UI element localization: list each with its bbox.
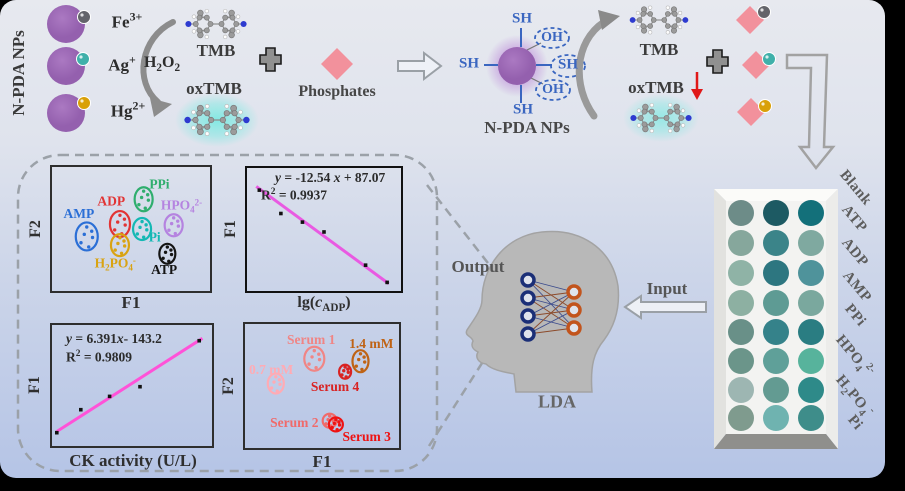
h2o2-label: H2O2 bbox=[143, 53, 181, 75]
plot1-xlabel: F1 bbox=[121, 293, 141, 312]
bent-arrow-icon bbox=[785, 53, 836, 171]
plot3-ylabel: F1 bbox=[26, 376, 43, 394]
np-circles bbox=[47, 5, 91, 132]
input-arrow-icon bbox=[623, 294, 707, 320]
curved-arrow-left bbox=[140, 19, 176, 117]
oh-bottom-label: OH bbox=[542, 82, 564, 97]
oh-top-label: OH bbox=[541, 30, 563, 45]
svg-text:Serum 4: Serum 4 bbox=[311, 379, 360, 394]
lda-head bbox=[465, 230, 620, 393]
center-np-label: N-PDA NPs bbox=[484, 118, 570, 137]
plot4-ylabel: F2 bbox=[220, 377, 237, 395]
decoration-layer bbox=[16, 5, 838, 473]
phosphates-label: Phosphates bbox=[298, 83, 376, 100]
tmb-molecule-2 bbox=[629, 5, 689, 35]
oxtmb2-label: oxTMB bbox=[628, 78, 684, 97]
adp-calibration-plot: y = -12.54 x + 87.07 R2 = 0.9937 bbox=[245, 166, 403, 293]
phosphate-ion-diamonds bbox=[736, 5, 776, 126]
ion-label-ag: Ag+ bbox=[108, 52, 136, 75]
tmb-label: TMB bbox=[196, 41, 236, 60]
plot2-equation: y = -12.54 x + 87.07 bbox=[275, 170, 386, 185]
svg-text:HPO42-: HPO42- bbox=[161, 197, 202, 214]
phosphate-diamond bbox=[321, 48, 353, 80]
plot3-r2: R2 = 0.9809 bbox=[66, 349, 133, 365]
ion-dots bbox=[76, 10, 91, 110]
plot2-xlabel: lg(cADP) bbox=[297, 293, 351, 315]
figure-panel: N-PDA NPs Fe3+ Ag+ Hg2+ H2O2 TMB oxTMB P… bbox=[0, 0, 885, 478]
plot3-xlabel: CK activity (U/L) bbox=[69, 451, 197, 470]
oxtmb-molecule bbox=[184, 104, 250, 136]
plate-wells bbox=[728, 200, 824, 431]
output-label: Output bbox=[451, 257, 505, 276]
svg-text:Serum 2: Serum 2 bbox=[270, 415, 319, 430]
ion-label-hg: Hg2+ bbox=[110, 98, 146, 121]
oxtmb-molecule-2 bbox=[630, 103, 692, 133]
svg-text:Pi: Pi bbox=[149, 230, 161, 245]
center-np bbox=[484, 27, 586, 103]
svg-text:H2PO4-: H2PO4- bbox=[95, 256, 136, 273]
svg-text:1.4 mM: 1.4 mM bbox=[349, 336, 393, 351]
tmb-molecule bbox=[185, 9, 247, 39]
arrow-right-icon bbox=[397, 50, 443, 82]
svg-text:Serum 3: Serum 3 bbox=[342, 429, 391, 444]
sh-top-label: SH bbox=[511, 10, 533, 27]
plot4-xlabel: F1 bbox=[312, 452, 332, 471]
sh-left-label: SH bbox=[458, 55, 480, 72]
curved-arrow-right bbox=[575, 10, 620, 120]
plot2-ylabel: F1 bbox=[222, 220, 239, 238]
svg-text:PPi: PPi bbox=[149, 176, 169, 191]
neural-network bbox=[520, 272, 582, 342]
ion-label-fe: Fe3+ bbox=[111, 9, 143, 32]
plot2-r2: R2 = 0.9937 bbox=[261, 187, 328, 203]
lda-phosphate-scatter-plot: AMP ADP PPi HPO42- Pi H2PO4- ATP bbox=[50, 165, 212, 293]
svg-text:Serum 1: Serum 1 bbox=[287, 332, 336, 347]
oxtmb-label: oxTMB bbox=[186, 79, 242, 98]
input-label: Input bbox=[646, 279, 688, 298]
svg-text:AMP: AMP bbox=[63, 206, 94, 221]
svg-text:0.7 mM: 0.7 mM bbox=[249, 362, 293, 377]
left-np-vertical-label: N-PDA NPs bbox=[9, 30, 28, 116]
svg-text:ADP: ADP bbox=[97, 194, 125, 209]
plus-icon bbox=[259, 47, 729, 74]
lda-label: LDA bbox=[537, 391, 577, 412]
svg-text:ATP: ATP bbox=[151, 262, 177, 277]
sh-right-label: SH bbox=[557, 56, 579, 73]
tmb2-label: TMB bbox=[639, 40, 679, 59]
well-plate bbox=[714, 189, 838, 449]
lda-serum-scatter-plot: Serum 1 1.4 mM 0.7 mM Serum 4 Serum 2 Serum 3 bbox=[243, 322, 401, 450]
red-down-arrow-icon bbox=[691, 72, 703, 100]
ck-calibration-plot: y = 6.391x- 143.2 R2 = 0.9809 bbox=[50, 323, 214, 448]
plot3-equation: y = 6.391x- 143.2 bbox=[66, 331, 162, 346]
plot1-ylabel: F2 bbox=[27, 220, 44, 238]
sh-bottom-label: SH bbox=[512, 101, 534, 118]
